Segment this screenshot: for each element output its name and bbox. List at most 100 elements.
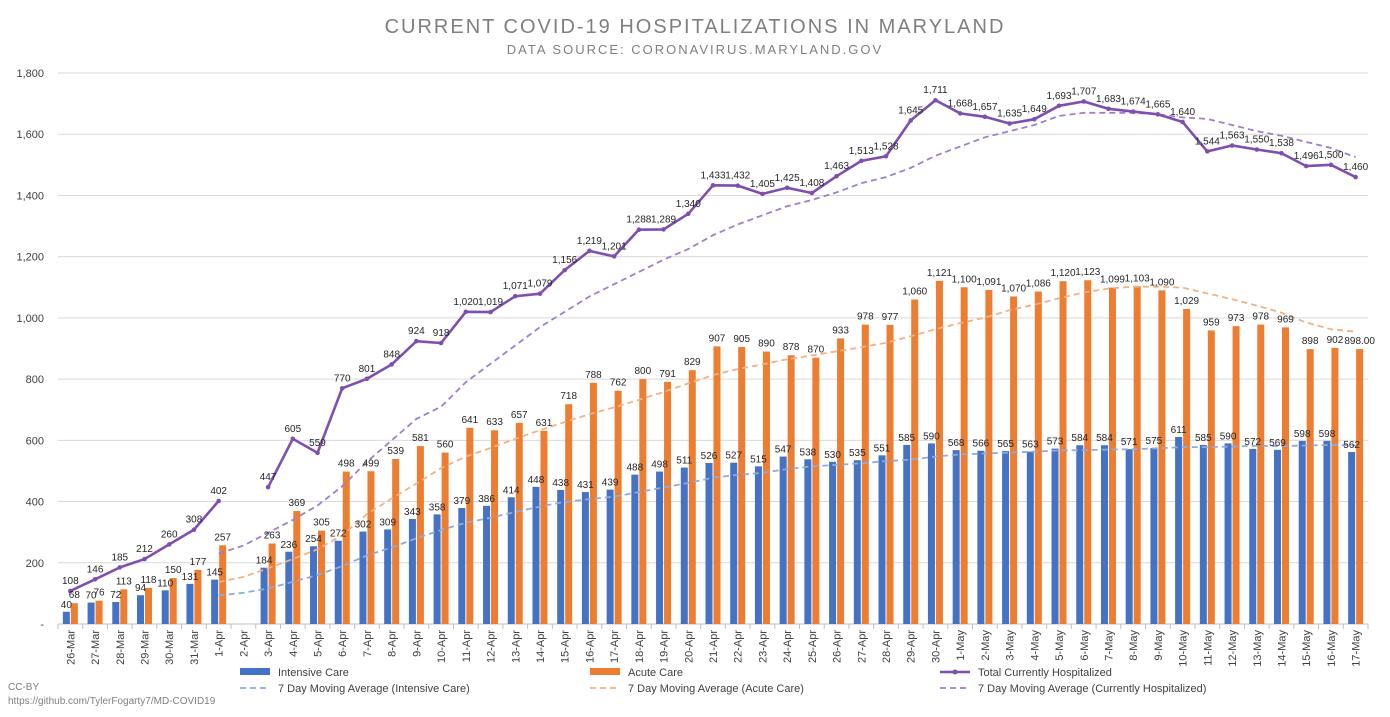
legend-swatch [240, 668, 270, 675]
data-label-total-hospitalized: 770 [334, 373, 351, 384]
data-label-intensive-care: 573 [1047, 437, 1064, 448]
data-label-total-hospitalized: 1,071 [503, 281, 528, 292]
bar-acute-care [911, 299, 919, 624]
data-label-total-hospitalized: 1,707 [1071, 86, 1096, 97]
x-tick-label: 26-Mar [65, 630, 77, 665]
total-hospitalized-point [265, 484, 271, 490]
bar-intensive-care [433, 514, 441, 624]
data-label-intensive-care: 515 [750, 454, 767, 465]
bar-intensive-care [779, 456, 787, 624]
x-tick-label: 27-Apr [856, 630, 868, 663]
bar-acute-care [1183, 309, 1191, 624]
bar-intensive-care [334, 540, 342, 624]
data-label-acute-care: 263 [264, 530, 281, 541]
data-label-intensive-care: 598 [1294, 429, 1311, 440]
data-label-acute-care: 878 [783, 342, 800, 353]
bar-intensive-care [730, 462, 738, 624]
bar-acute-care [1356, 349, 1364, 624]
data-label-total-hospitalized: 1,460 [1343, 162, 1368, 173]
total-hospitalized-point [685, 211, 691, 217]
bar-intensive-care [1273, 449, 1281, 624]
x-tick-label: 25-Apr [807, 630, 819, 663]
data-label-total-hospitalized: 1,645 [898, 105, 923, 116]
data-label-total-hospitalized: 559 [309, 438, 326, 449]
total-hospitalized-point [1328, 162, 1334, 168]
total-hospitalized-point [1180, 119, 1185, 125]
bar-acute-care [985, 290, 993, 624]
bar-intensive-care [359, 531, 367, 624]
data-label-intensive-care: 72 [110, 590, 122, 601]
data-label-total-hospitalized: 402 [210, 486, 227, 497]
legend-label: 7 Day Moving Average (Acute Care) [628, 683, 804, 695]
data-label-acute-care: 978 [857, 312, 874, 323]
bar-acute-care [886, 324, 894, 624]
data-label-acute-care: 1,121 [927, 268, 952, 279]
y-tick-label: 1,400 [16, 190, 44, 202]
x-tick-label: 5-May [1054, 630, 1066, 661]
moving-average-line [218, 285, 1356, 583]
data-label-total-hospitalized: 848 [383, 349, 400, 360]
data-label-intensive-care: 527 [725, 451, 742, 462]
bar-acute-care [515, 422, 523, 624]
data-label-intensive-care: 236 [280, 540, 297, 551]
total-hospitalized-point [1056, 103, 1062, 109]
data-label-acute-care: 1,123 [1075, 267, 1100, 278]
y-tick-label: 1,200 [16, 252, 44, 264]
bar-acute-care [861, 324, 869, 624]
data-label-acute-care: 890 [758, 339, 775, 350]
bar-acute-care [318, 530, 326, 624]
bar-intensive-care [285, 551, 293, 624]
data-label-intensive-care: 343 [404, 507, 421, 518]
bar-acute-care [293, 511, 301, 624]
x-tick-label: 14-May [1276, 630, 1288, 667]
bar-acute-care [787, 355, 795, 624]
bar-acute-care [762, 351, 770, 624]
bar-intensive-care [878, 455, 886, 624]
bar-intensive-care [754, 466, 762, 624]
bar-acute-care [342, 471, 350, 624]
data-label-acute-care: 641 [461, 415, 478, 426]
x-tick-label: 8-May [1128, 630, 1140, 661]
data-label-acute-care: 1,090 [1149, 277, 1174, 288]
data-label-intensive-care: 414 [503, 485, 520, 496]
data-label-acute-care: 657 [511, 410, 528, 421]
x-tick-label: 15-May [1301, 630, 1313, 667]
x-tick-label: 10-May [1178, 630, 1190, 667]
x-tick-label: 7-May [1103, 630, 1115, 661]
data-label-intensive-care: 358 [429, 502, 446, 513]
total-hospitalized-point [809, 190, 815, 196]
total-hospitalized-point [438, 340, 444, 346]
x-tick-label: 11-May [1202, 630, 1214, 666]
bar-intensive-care [680, 467, 688, 624]
bar-intensive-care [1150, 447, 1158, 624]
bar-acute-care [268, 543, 276, 624]
total-hospitalized-point [1205, 149, 1210, 154]
bar-acute-care [1010, 296, 1018, 624]
total-hospitalized-point [512, 293, 518, 299]
data-label-intensive-care: 488 [627, 463, 644, 474]
data-label-acute-care: 1,060 [902, 287, 927, 298]
data-label-acute-care: 539 [387, 446, 404, 457]
data-label-total-hospitalized: 1,405 [750, 179, 775, 190]
bar-acute-care [441, 452, 449, 624]
data-label-total-hospitalized: 1,433 [700, 170, 725, 181]
bar-acute-care [219, 545, 227, 624]
total-hospitalized-point [68, 588, 73, 594]
total-hospitalized-point [290, 436, 296, 442]
x-tick-label: 3-May [1005, 630, 1017, 661]
bar-intensive-care [903, 444, 911, 624]
x-tick-label: 20-Apr [683, 630, 695, 663]
bar-intensive-care [161, 590, 169, 624]
data-label-intensive-care: 563 [1022, 440, 1039, 451]
data-label-intensive-care: 538 [800, 447, 817, 458]
total-hospitalized-point [537, 291, 543, 297]
data-label-acute-care: 905 [733, 334, 750, 345]
total-hospitalized-point [414, 338, 419, 344]
bar-acute-care [614, 390, 622, 624]
data-label-acute-care: 907 [709, 333, 726, 344]
data-label-intensive-care: 498 [651, 460, 668, 471]
x-tick-label: 23-Apr [757, 630, 769, 663]
total-hospitalized-point [908, 118, 914, 123]
data-label-intensive-care: 431 [577, 480, 594, 491]
